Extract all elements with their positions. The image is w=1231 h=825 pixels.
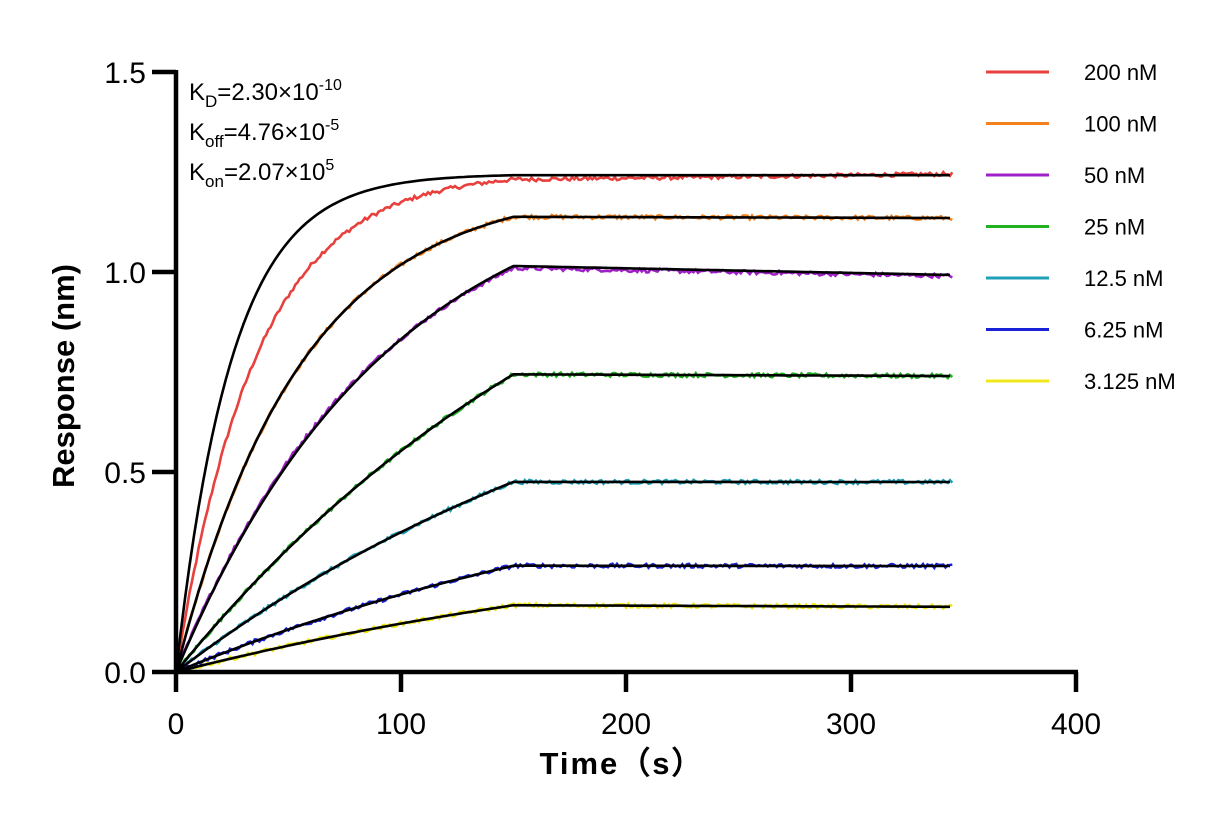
series-line-200-nM — [174, 170, 954, 673]
fit-line-12-5-nM — [175, 480, 950, 674]
x-tick-label: 0 — [168, 708, 185, 741]
series-line-6-25-nM — [175, 561, 953, 674]
legend-label: 25 nM — [1084, 215, 1145, 240]
x-axis-title: Time（s） — [539, 746, 704, 781]
kinetic-constant: Koff=4.76×10-5 — [189, 117, 339, 151]
curves-layer — [174, 170, 954, 674]
fit-line-3-125-nM — [175, 603, 950, 674]
y-tick-label: 0.0 — [104, 657, 146, 690]
legend-label: 3.125 nM — [1084, 369, 1176, 394]
fit-line-50-nM — [174, 264, 951, 673]
x-tick-label: 300 — [826, 708, 876, 741]
x-tick-label: 100 — [376, 708, 426, 741]
fit-line-100-nM — [174, 215, 950, 673]
fit-line-6-25-nM — [175, 564, 950, 674]
y-tick-label: 1.5 — [104, 57, 146, 90]
series-line-50-nM — [174, 265, 953, 673]
kinetic-constant: KD=2.30×10-10 — [189, 77, 342, 111]
ticks-layer: 0 100 200 300 400 0.0 0.5 1.0 1.5 — [104, 57, 1101, 741]
legend-label: 12.5 nM — [1084, 266, 1164, 291]
fit-line-200-nM — [174, 173, 950, 673]
legend-label: 50 nM — [1084, 163, 1145, 188]
legend-label: 100 nM — [1084, 112, 1157, 137]
y-tick-label: 1.0 — [104, 257, 146, 290]
legend-label: 200 nM — [1084, 60, 1157, 85]
kinetic-constant: Kon=2.07×105 — [189, 157, 334, 191]
legend-label: 6.25 nM — [1084, 318, 1164, 343]
kinetics-annotations: KD=2.30×10-10 Koff=4.76×10-5 Kon=2.07×105 — [189, 77, 342, 191]
series-line-100-nM — [174, 213, 953, 673]
fit-line-25-nM — [174, 372, 950, 673]
y-axis-title: Response (nm) — [46, 264, 81, 488]
series-line-3-125-nM — [175, 601, 953, 674]
legend: 200 nM 100 nM 50 nM 25 nM 12.5 nM 6.25 nM 3.12… — [986, 60, 1176, 394]
x-tick-label: 400 — [1051, 708, 1101, 741]
y-tick-label: 0.5 — [104, 457, 146, 490]
x-tick-label: 200 — [601, 708, 651, 741]
